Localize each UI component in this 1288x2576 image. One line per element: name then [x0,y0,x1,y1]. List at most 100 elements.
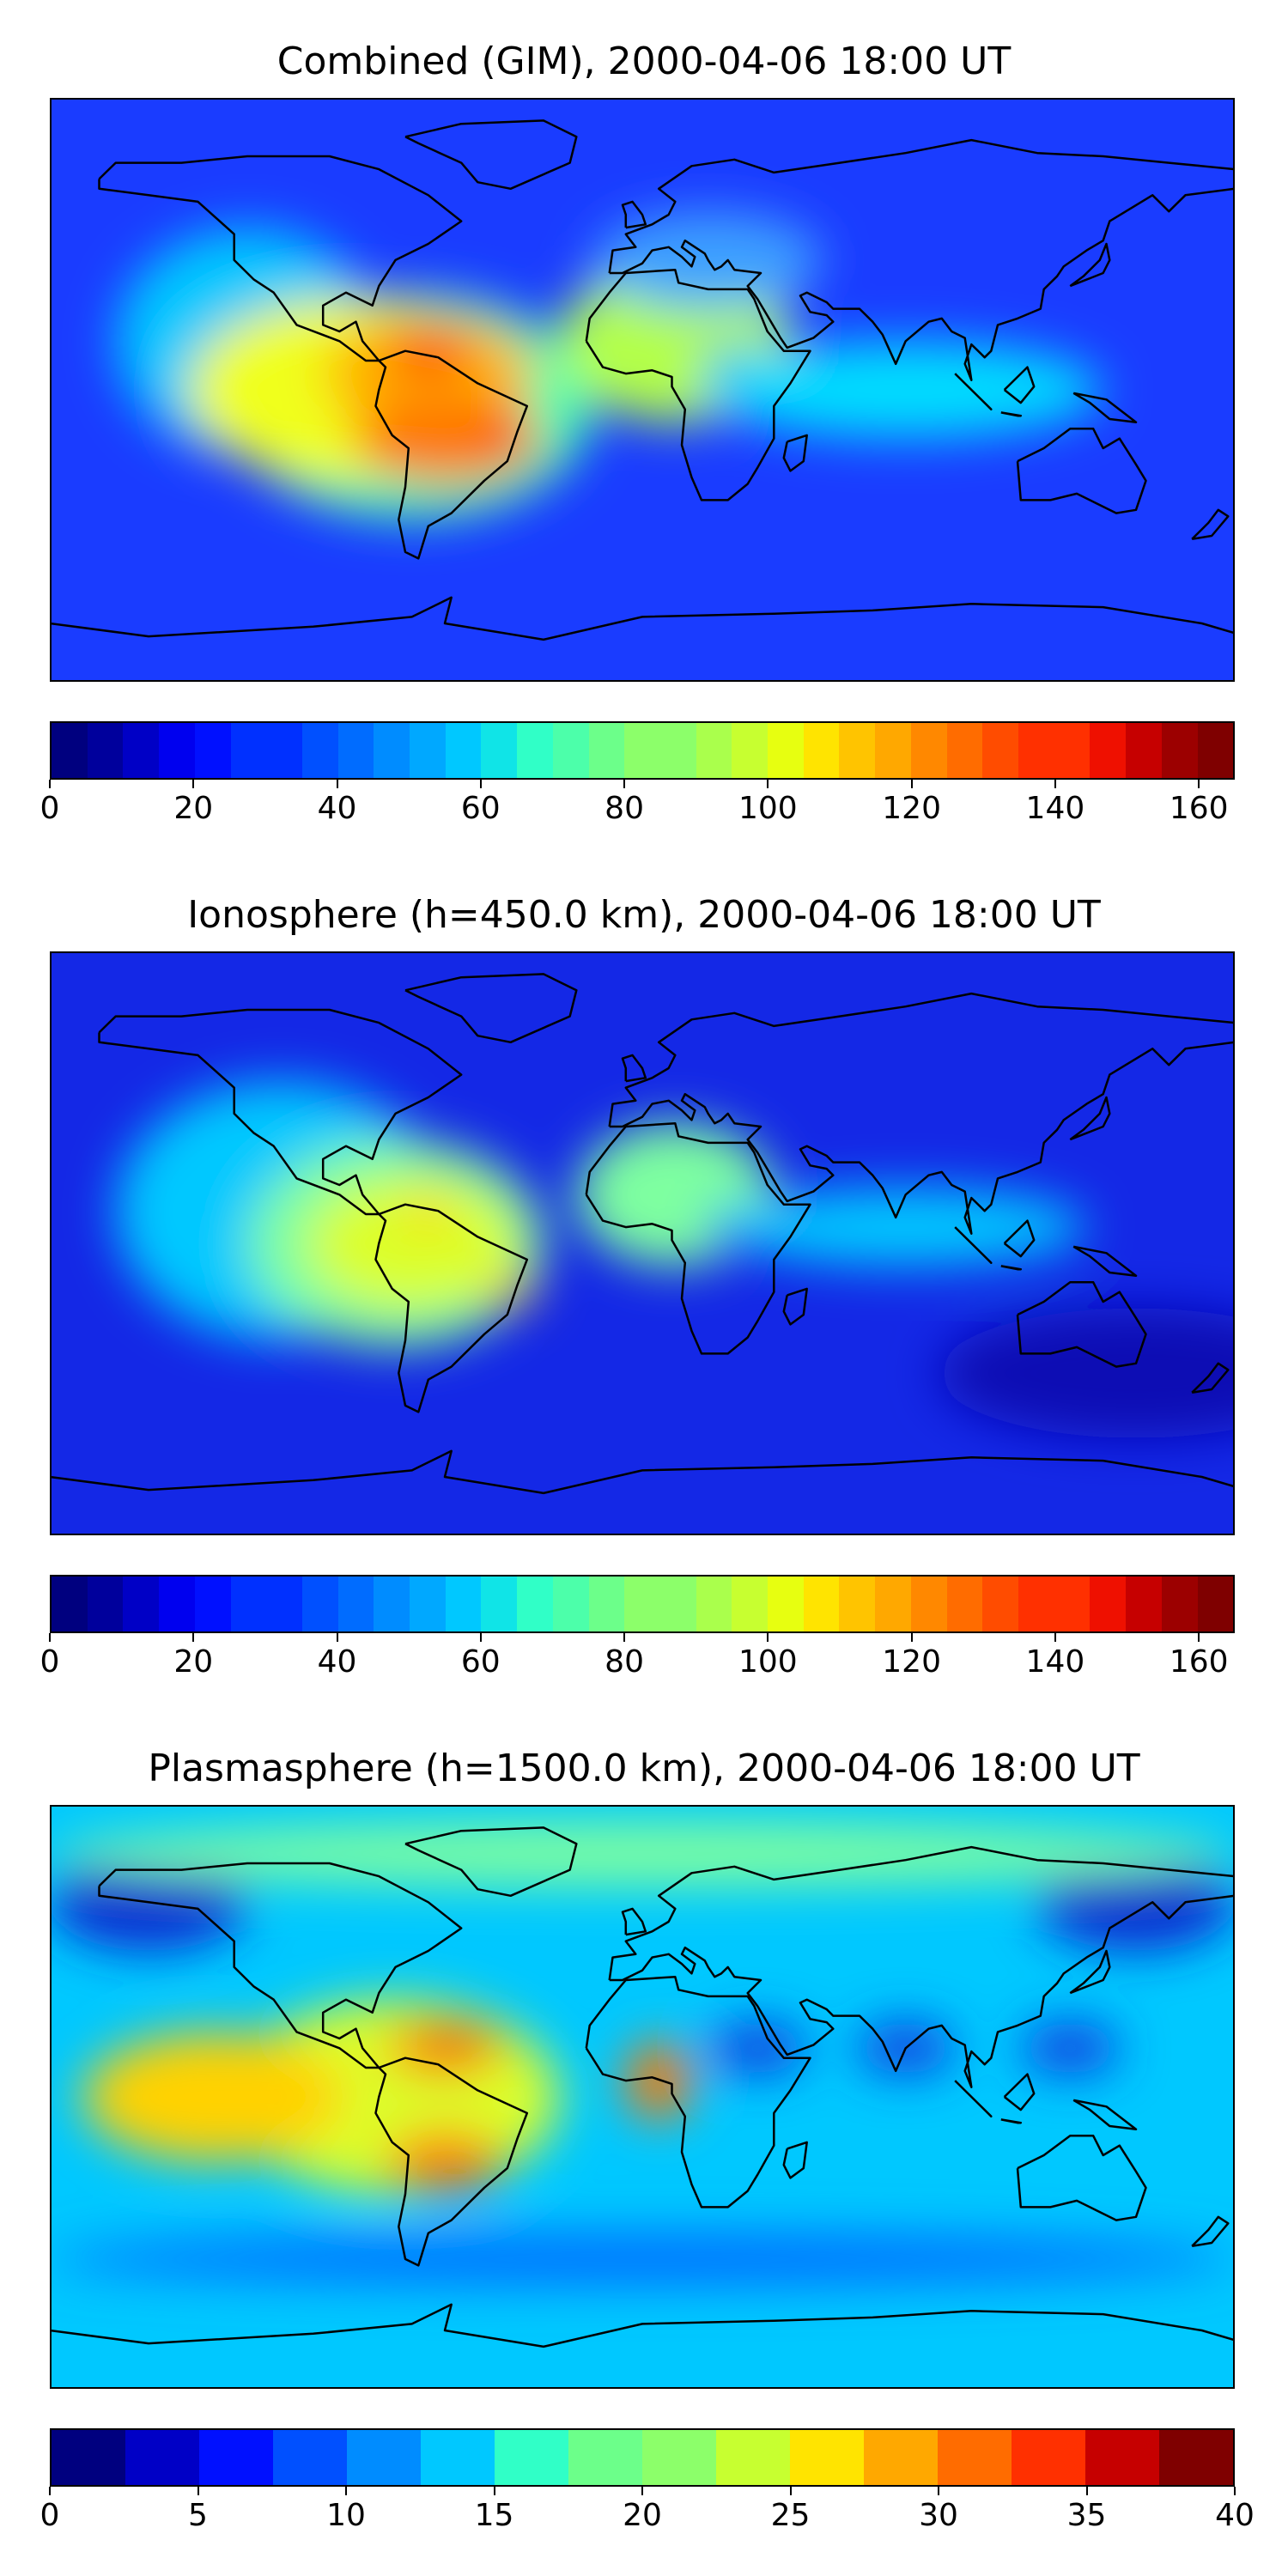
colorbar-tick [938,2487,939,2495]
map-combined [50,98,1235,682]
colorbar-segment [1126,723,1162,778]
colorbar-segment [768,723,804,778]
colorbar-plasmasphere [50,2428,1235,2487]
density-field [115,1081,1235,1438]
colorbar-tick-label: 120 [882,791,941,826]
coastline [1069,1949,1111,1995]
colorbar-tick-label: 0 [39,791,60,826]
density-region [382,328,475,374]
coastline [1003,366,1036,404]
colorbar-segment [266,723,302,778]
colorbar-segment [875,723,911,778]
colorbar-segment [517,1577,553,1631]
colorbar-tick-label: 20 [173,1644,214,1680]
colorbar-segment [982,1577,1018,1631]
colorbar-tick [1234,2487,1236,2495]
coastline [954,373,993,410]
colorbar-combined [50,721,1235,780]
colorbar-tick [197,2487,199,2495]
density-region [386,2132,504,2191]
colorbar-segment [52,2430,125,2485]
colorbar-segment [374,1577,410,1631]
coastline [1016,1281,1147,1368]
coastline [954,2080,993,2117]
colorbar-tick-label: 40 [317,1644,357,1680]
colorbar-segment [588,723,625,778]
colorbar-tick [49,2487,51,2495]
colorbar-segment [732,723,769,778]
colorbar-segment [875,1577,911,1631]
density-region [82,2032,346,2162]
colorbar-segment [194,723,231,778]
colorbar-segment [552,1577,589,1631]
colorbar-segment [421,2430,495,2485]
density-region [708,341,1103,439]
colorbar-segment [732,1577,769,1631]
coastline [1000,411,1023,417]
colorbar-segment [803,723,840,778]
coastline [1003,2073,1036,2111]
coastline [1072,1245,1138,1278]
coastline [50,2303,1235,2348]
colorbar-tick [767,780,769,788]
colorbar-tick-label: 25 [770,2498,811,2533]
density-region [50,1820,1235,1886]
colorbar-segment [445,1577,482,1631]
colorbar-tick [1054,780,1056,788]
colorbar-segment [1018,1577,1054,1631]
coastline [1191,508,1230,541]
colorbar-segment [659,723,696,778]
coastline [1191,2215,1230,2248]
colorbar-tick [623,780,626,788]
colorbar-ionosphere [50,1575,1235,1633]
colorbar-segment [1085,2430,1159,2485]
colorbar-segment [624,723,660,778]
colorbar-tick [336,1633,338,1642]
colorbar-tick-label: 20 [173,791,214,826]
coastline [50,1449,1235,1495]
colorbar-tick-label: 30 [919,2498,958,2533]
colorbar-tick [49,1633,51,1642]
coastline [608,138,1235,381]
colorbar-tick-label: 100 [738,791,798,826]
colorbar-tick-label: 160 [1169,791,1229,826]
coastline [374,1203,529,1413]
coastlines [50,1826,1235,2348]
colorbar-segment [910,723,947,778]
colorbar-segment [273,2430,347,2485]
density-region [307,1178,518,1309]
colorbar-segment [87,723,124,778]
colorbar-segment [1054,1577,1091,1631]
colorbar-tick [1054,1633,1056,1642]
density-region [402,1194,455,1228]
colorbar-tick [493,2487,495,2495]
colorbar-tick [192,780,195,788]
colorbar-segment [123,723,160,778]
colorbar-segment [337,1577,374,1631]
coastline [782,1287,808,1326]
colorbar-segment [159,723,195,778]
colorbar-segment [1159,2430,1233,2485]
colorbar-segment [1018,723,1054,778]
colorbar-tick-label: 160 [1169,1644,1229,1680]
coastline [1069,242,1111,288]
coastline [782,434,808,472]
coastline [954,1226,993,1264]
colorbar-tick [1085,2487,1088,2495]
colorbar-segment [445,723,482,778]
colorbar-segment [803,1577,840,1631]
panel-title-combined: Combined (GIM), 2000-04-06 18:00 UT [276,39,1012,83]
colorbar-segment [481,723,518,778]
coastline [585,268,811,501]
colorbar-segment [52,723,88,778]
colorbar-segment [301,1577,338,1631]
colorbar-tick [1198,780,1200,788]
colorbar-tick [641,2487,643,2495]
colorbar-segment [946,723,983,778]
colorbar-tick-label: 40 [1215,2498,1255,2533]
colorbar-segment [123,1577,160,1631]
colorbar-segment [864,2430,938,2485]
colorbar-segment [374,723,410,778]
coastlines [50,973,1235,1495]
density-region [425,2028,478,2055]
